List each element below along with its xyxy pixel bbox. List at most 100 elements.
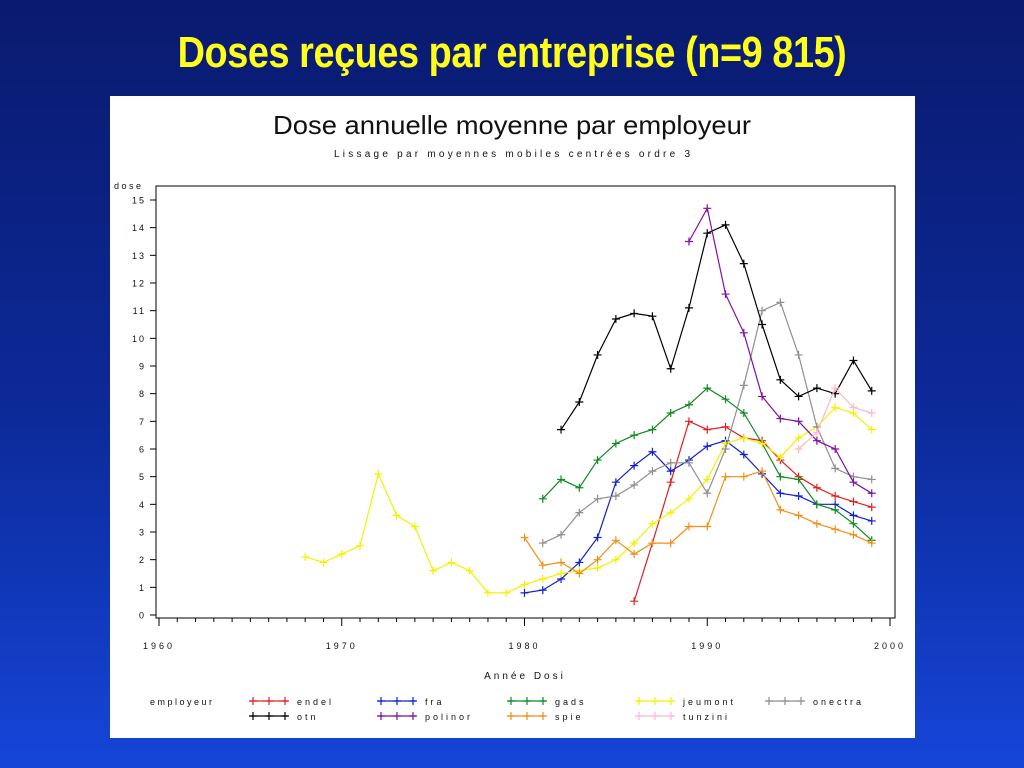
data-point <box>794 433 803 442</box>
legend-marker <box>393 697 401 705</box>
legend-item-spie: spie <box>507 712 581 722</box>
data-point <box>392 511 401 520</box>
legend-label: fra <box>425 697 445 707</box>
data-point <box>593 494 602 503</box>
data-point <box>593 456 602 465</box>
data-point <box>794 445 803 453</box>
data-point <box>721 395 730 404</box>
legend-marker <box>377 712 385 720</box>
legend-marker <box>265 712 273 720</box>
data-point <box>867 475 876 484</box>
data-point <box>557 425 566 434</box>
legend-item-endel: endel <box>249 697 331 707</box>
data-point <box>611 536 620 545</box>
legend-item-onectra: onectra <box>765 697 861 707</box>
data-point <box>593 555 602 564</box>
data-point <box>630 461 639 470</box>
legend-marker <box>377 697 385 705</box>
data-point <box>721 445 730 453</box>
data-point <box>538 539 547 548</box>
legend-item-fra: fra <box>377 697 445 707</box>
data-point <box>703 475 712 484</box>
data-point <box>776 298 785 307</box>
data-point <box>666 539 675 548</box>
data-point <box>630 597 639 606</box>
line-chart: Dose annuelle moyenne par employeur Liss… <box>114 110 903 722</box>
data-point <box>630 431 639 440</box>
legend-marker <box>393 712 401 720</box>
data-point <box>739 409 748 418</box>
legend-item-otn: otn <box>249 712 319 722</box>
data-point <box>666 478 675 487</box>
data-point <box>831 492 840 501</box>
legend-label: otn <box>297 712 319 722</box>
data-point <box>739 381 748 390</box>
data-point <box>867 489 876 498</box>
legend-marker <box>507 697 515 705</box>
data-point <box>794 492 803 501</box>
data-point <box>758 306 767 315</box>
series-spie <box>520 467 876 578</box>
legend-item-polinor: polinor <box>377 712 473 722</box>
y-tick-label: 14 <box>132 223 146 233</box>
data-point <box>410 522 419 531</box>
series-group <box>301 204 876 606</box>
series-line-jeumont <box>305 406 873 594</box>
data-point <box>611 555 620 564</box>
data-point <box>776 375 785 384</box>
data-point <box>867 503 876 512</box>
data-point <box>666 364 675 373</box>
legend-marker <box>249 697 257 705</box>
data-point <box>648 425 657 434</box>
legend-item-jeumont: jeumont <box>635 697 733 707</box>
data-point <box>703 229 712 238</box>
data-point <box>867 409 876 418</box>
data-point <box>703 489 712 498</box>
data-point <box>703 204 712 213</box>
data-point <box>703 442 712 451</box>
data-point <box>520 580 529 589</box>
data-point <box>721 220 730 229</box>
y-tick-label: 3 <box>139 528 146 538</box>
data-point <box>849 511 858 520</box>
data-point <box>812 384 821 393</box>
chart-title: Dose annuelle moyenne par employeur <box>273 110 751 140</box>
data-point <box>776 472 785 481</box>
data-point <box>356 541 365 550</box>
data-point <box>758 320 767 329</box>
data-point <box>831 403 840 412</box>
series-jeumont <box>301 403 876 597</box>
data-point <box>429 566 438 575</box>
data-point <box>849 530 858 539</box>
data-point <box>465 566 474 575</box>
legend-marker <box>507 712 515 720</box>
legend-marker <box>409 697 417 705</box>
data-point <box>739 328 748 337</box>
x-tick-label: 1980 <box>508 641 540 651</box>
data-point <box>557 530 566 539</box>
legend-marker <box>281 697 289 705</box>
data-point <box>776 453 785 462</box>
data-point <box>684 400 693 409</box>
data-point <box>739 259 748 268</box>
legend-marker <box>523 712 531 720</box>
data-point <box>721 422 730 431</box>
data-point <box>739 450 748 459</box>
series-endel <box>630 417 876 606</box>
data-point <box>538 575 547 584</box>
legend-marker <box>651 712 659 720</box>
legend-label: gads <box>555 697 587 707</box>
data-point <box>557 558 566 567</box>
data-point <box>575 397 584 406</box>
series-line-otn <box>560 224 873 430</box>
y-tick-label: 5 <box>139 472 146 482</box>
legend-marker <box>635 712 643 720</box>
legend-marker <box>409 712 417 720</box>
data-point <box>502 588 511 597</box>
legend-label: polinor <box>425 712 473 722</box>
data-point <box>538 586 547 595</box>
data-point <box>812 428 821 437</box>
data-point <box>684 458 693 467</box>
legend-marker <box>539 712 547 720</box>
